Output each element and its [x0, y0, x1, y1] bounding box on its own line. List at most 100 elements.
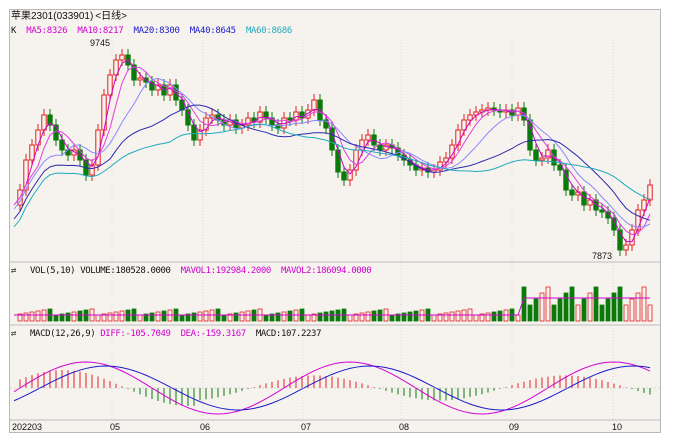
volume-bar [95, 314, 101, 322]
period-label[interactable]: <日线> [95, 11, 127, 22]
volume-bar [17, 313, 23, 322]
macd-panel-header: ⇄ MACD(12,26,9) DIFF:-105.7049 DEA:-159.3… [11, 328, 326, 340]
candle-body [131, 64, 137, 81]
volume-bar [443, 312, 449, 322]
candle-body [323, 119, 329, 129]
candle-body [617, 229, 623, 251]
candle-body [563, 169, 569, 191]
x-tick-08: 08 [399, 422, 410, 432]
volume-bar [623, 304, 629, 322]
ma5-line [13, 59, 651, 243]
volume-bar [635, 292, 641, 322]
volume-bar [155, 311, 161, 322]
volume-bar [485, 312, 491, 322]
chart-title-bar: 苹果2301(033901) <日线> [11, 9, 129, 25]
candle-body [341, 171, 347, 181]
diff-value: DIFF:-105.7049 [100, 329, 171, 339]
candle-body [209, 114, 215, 119]
candle-body [47, 114, 53, 126]
candle-body [581, 191, 587, 206]
candle-body [275, 124, 281, 129]
volume-bar [569, 286, 575, 322]
volume-bar [539, 292, 545, 322]
volume-bar [605, 298, 611, 322]
chart-area[interactable] [9, 9, 661, 433]
volume-bar [53, 314, 59, 322]
ma20-label: MA20:8300 [133, 26, 180, 36]
x-tick-09: 09 [509, 422, 520, 432]
candle-body [623, 244, 629, 251]
volume-bar [29, 311, 35, 322]
volume-bar [593, 286, 599, 322]
x-tick-06: 06 [200, 422, 211, 432]
volume-bar [35, 310, 41, 322]
volume-bar [647, 304, 653, 322]
volume-bar [437, 313, 443, 322]
volume-bar [191, 312, 197, 322]
candle-body [569, 189, 575, 196]
ma40-label: MA40:8645 [189, 26, 236, 36]
volume-bar [533, 298, 539, 322]
x-tick-05: 05 [110, 422, 121, 432]
volume-bar [329, 310, 335, 322]
ma60-label: MA60:8686 [245, 26, 293, 36]
volume-bar [401, 312, 407, 322]
candle-body [455, 129, 461, 146]
volume-bar [353, 313, 359, 322]
candle-body [467, 114, 473, 121]
volume-bar [281, 311, 287, 322]
candle-body [587, 199, 593, 206]
ma10-line [13, 66, 651, 236]
candle-body [527, 119, 533, 151]
vol-label: VOL(5,10) [30, 266, 76, 276]
volume-bar [269, 313, 275, 322]
volume-bar [515, 314, 521, 322]
volume-bar [239, 311, 245, 322]
candle-body [263, 111, 269, 119]
volume-bar [617, 286, 623, 322]
volume-bar [557, 298, 563, 322]
ma10-label: MA10:8217 [77, 26, 124, 36]
candle-body [545, 149, 551, 159]
x-tick-10: 10 [612, 422, 623, 432]
volume-bar [581, 298, 587, 322]
x-tick-202203: 202203 [12, 422, 43, 432]
volume-bar [413, 310, 419, 322]
mavol1-line [14, 297, 650, 316]
instrument-title: 苹果2301(033901) [11, 11, 94, 22]
volume-bar [143, 313, 149, 322]
dea-value: DEA:-159.3167 [180, 329, 247, 339]
high-price-annotation: 9745 [90, 38, 111, 48]
candle-body [197, 129, 203, 141]
volume-bar [479, 313, 485, 322]
swap-icon[interactable]: ⇄ [11, 266, 17, 276]
candle-body [35, 129, 41, 146]
volume-bar [599, 304, 605, 322]
volume-bar [161, 310, 167, 322]
volume-panel-header: ⇄ VOL(5,10) VOLUME:180528.0000 MAVOL1:192… [11, 265, 376, 277]
volume-bar [305, 314, 311, 322]
volume-bar [233, 312, 239, 322]
dea-line [13, 365, 651, 411]
candle-body [287, 117, 293, 121]
candle-body [539, 157, 545, 161]
ma20-line [13, 77, 651, 228]
diff-line [13, 361, 651, 415]
volume-bar [371, 310, 377, 322]
volume-bar [431, 314, 437, 322]
volume-bar [221, 314, 227, 322]
volume-bar [287, 310, 293, 322]
candle-body [641, 199, 647, 211]
candle-body [245, 117, 251, 126]
volume-bar [263, 314, 269, 322]
volume-bar [323, 311, 329, 322]
volume-bar [491, 311, 497, 322]
candle-body [533, 149, 539, 161]
volume-bar [77, 310, 83, 322]
candle-body [347, 169, 353, 181]
candle-body [29, 144, 35, 161]
volume-bar [227, 313, 233, 322]
volume-bar [395, 313, 401, 322]
swap-icon[interactable]: ⇄ [11, 329, 17, 339]
